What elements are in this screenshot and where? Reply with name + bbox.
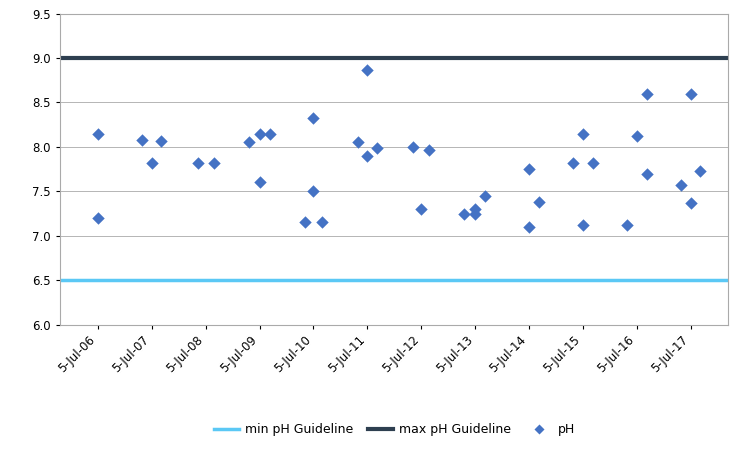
Point: [641, 90, 653, 97]
Point: [532, 198, 544, 206]
Point: [92, 214, 104, 221]
Point: [254, 179, 266, 186]
Point: [92, 130, 104, 137]
Point: [155, 137, 167, 144]
Point: [469, 206, 481, 213]
Point: [523, 223, 535, 230]
Point: [264, 130, 276, 137]
Point: [208, 159, 220, 166]
Point: [469, 210, 481, 217]
Point: [307, 114, 319, 121]
Legend: min pH Guideline, max pH Guideline, pH: min pH Guideline, max pH Guideline, pH: [209, 418, 580, 441]
Point: [315, 219, 327, 226]
Point: [415, 206, 427, 213]
Point: [407, 143, 419, 151]
Point: [621, 221, 633, 229]
Point: [371, 144, 383, 152]
Point: [361, 152, 373, 159]
Point: [685, 199, 697, 207]
Point: [361, 66, 373, 73]
Point: [307, 188, 319, 195]
Point: [254, 130, 266, 137]
Point: [567, 159, 579, 166]
Point: [577, 130, 589, 137]
Point: [523, 166, 535, 173]
Point: [351, 139, 363, 146]
Point: [136, 136, 148, 143]
Point: [641, 170, 653, 177]
Point: [424, 146, 436, 153]
Point: [695, 167, 707, 175]
Point: [587, 159, 599, 166]
Point: [685, 90, 697, 97]
Point: [300, 219, 312, 226]
Point: [479, 192, 491, 199]
Point: [192, 159, 204, 166]
Point: [577, 221, 589, 229]
Point: [458, 210, 470, 217]
Point: [243, 139, 255, 146]
Point: [675, 181, 687, 189]
Point: [631, 133, 643, 140]
Point: [146, 159, 158, 166]
